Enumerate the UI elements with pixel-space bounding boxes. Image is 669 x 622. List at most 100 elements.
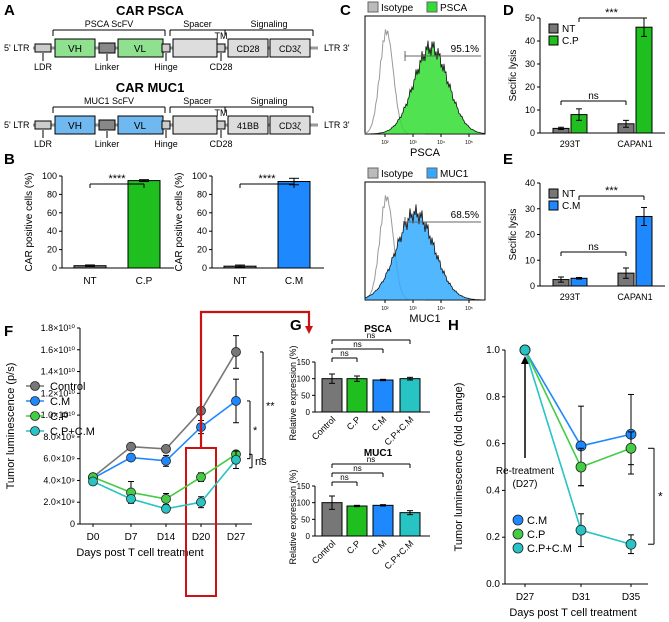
c-muc1-gate-percent: 68.5% (451, 210, 479, 221)
y-tick-label: 60 (197, 208, 207, 218)
h-ylabel: Tumor luminescence (fold change) (453, 383, 465, 552)
f-point-control (231, 347, 241, 357)
h-legend-label: C.M (527, 515, 547, 527)
h-point-cpcm (519, 344, 531, 356)
c-muc1-legend-iso: Isotype (381, 169, 414, 180)
car-psca-sig2-label: CD3ζ (279, 44, 301, 54)
c-psca-x-tick-label: 10³ (409, 140, 417, 146)
f-legend-marker (30, 396, 40, 406)
c-muc1-x-tick-label: 10³ (409, 306, 417, 312)
car-psca-signaling-label: Signaling (250, 19, 287, 29)
car-psca-tm: TM (215, 31, 228, 41)
f-y-tick-label: 1.8×10¹⁰ (41, 323, 76, 333)
f-y-tick-label: 2.0×10⁹ (43, 497, 75, 507)
g-muc1-x-tick-label: C.P+C.M (382, 538, 415, 571)
b1-x-tick-label: C.P (136, 276, 153, 287)
car-muc1-sig2-label: CD3ζ (279, 121, 301, 131)
car-psca-title: CAR PSCA (116, 3, 185, 18)
f-legend-label: Control (50, 381, 85, 393)
g-muc1-x-tick-label: Control (310, 538, 338, 566)
h-x-tick-label: D27 (516, 592, 535, 603)
car-muc1-title: CAR MUC1 (116, 80, 185, 95)
f-y-tick-label: 0 (70, 519, 75, 529)
y-tick-label: 10 (525, 105, 535, 115)
y-tick-label: 50 (301, 515, 310, 524)
y-tick-label: 40 (525, 36, 535, 46)
g-muc1-x-tick-label: C.P (345, 538, 363, 556)
f-xlabel: Days post T cell treatment (76, 547, 203, 559)
f-x-tick-label: D14 (157, 532, 176, 543)
h-legend-label: C.P (527, 529, 545, 541)
g-psca-x-tick-label: C.P+C.M (382, 414, 415, 447)
b1-sig-label: **** (108, 173, 126, 185)
y-tick-label: 20 (197, 245, 207, 255)
g-psca-x-tick-label: Control (310, 414, 338, 442)
car-muc1-tm: TM (215, 108, 228, 118)
car-psca-hinge-box (161, 43, 171, 53)
y-tick-label: 0 (52, 263, 57, 273)
f-y-tick-label: 1.2×10¹⁰ (41, 388, 76, 398)
panel-letter-f: F (4, 323, 13, 340)
panel-f: 0 2.0×10⁹ 4.0×10⁹ 6.0×10⁹ 8.0×10⁹ 1.0×10¹⁰ 1.2… (5, 323, 275, 597)
car-psca-linker-label: Linker (95, 62, 120, 72)
g-muc1-x-tick-label: C.M (370, 538, 389, 557)
b2-ylabel: CAR positive cells (%) (174, 173, 185, 272)
panel-c: 95.1% Isotype PSCA 10² 10³ 10⁴ 10⁵ PSCA 68.5% Iso… (364, 1, 486, 325)
f-legend-label: C.P+C.M (50, 426, 95, 438)
panel-b: 0 20 40 60 80 100 CAR positive cells (%) NT C.P *… (24, 171, 324, 287)
car-psca-vl-label: VL (134, 44, 147, 55)
car-muc1-spacer-box (172, 115, 218, 135)
y-tick-label: 100 (192, 171, 207, 181)
h-point-cpcm (625, 538, 637, 550)
h-legend-label: C.P+C.M (527, 543, 572, 555)
e-legend-swatch (548, 188, 559, 199)
d-x-tick-label: CAPAN1 (617, 139, 652, 149)
panel-letter-b: B (4, 151, 15, 168)
f-point-control (126, 441, 136, 452)
y-tick-label: 50 (525, 13, 535, 23)
c-psca-legend-pos-swatch (426, 1, 438, 13)
h-point-cp (625, 442, 637, 454)
f-point-cpcm (161, 503, 171, 514)
car-psca-ltr5: 5' LTR (4, 43, 30, 53)
f-point-cp (196, 472, 206, 483)
f-sig-cm-label: * (253, 425, 258, 437)
car-muc1-hinge-box (161, 120, 171, 130)
y-tick-label: 60 (47, 208, 57, 218)
d-x-tick-label: 293T (560, 139, 581, 149)
c-muc1-legend-iso-swatch (367, 167, 379, 179)
car-muc1-sig1-box (227, 115, 269, 135)
car-muc1-linker-box (98, 119, 116, 131)
f-legend-marker (30, 426, 40, 436)
f-point-cp (161, 494, 171, 504)
f-x-tick-label: D27 (227, 532, 246, 543)
h-retreatment-label: Re-treatment (496, 466, 555, 477)
car-psca-scfv-label: PSCA ScFV (85, 19, 134, 29)
e-sig-main-label: *** (605, 185, 619, 197)
car-psca-spacer-box (172, 38, 218, 58)
panel-letter-e: E (503, 151, 513, 168)
car-muc1-spacer-label: Spacer (183, 96, 212, 106)
g-psca-bar-cm (372, 379, 394, 413)
car-muc1-ltr3: LTR 3' (324, 120, 350, 130)
panel-letter-g: G (290, 317, 302, 334)
d-legend-swatch (548, 35, 559, 46)
y-tick-label: 10 (525, 255, 535, 265)
car-muc1-vl-label: VL (134, 121, 147, 132)
d-sig-main-label: *** (605, 7, 619, 19)
y-tick-label: 30 (525, 204, 535, 214)
f-y-tick-label: 1.6×10¹⁰ (41, 345, 76, 355)
e-ylabel: Secific lysis (508, 209, 519, 261)
h-retreatment-day: (D27) (512, 479, 537, 490)
g-psca-sig-3-label: ns (367, 331, 375, 340)
f-legend-label: C.M (50, 396, 70, 408)
g-psca-x-tick-label: C.M (370, 414, 389, 433)
f-sig-ns-label: ns (255, 456, 267, 468)
car-psca-hinge-label: Hinge (154, 62, 178, 72)
car-psca-sig1-label: CD28 (236, 44, 259, 54)
y-tick-label: 150 (297, 358, 311, 367)
g-muc1-sig-3-label: ns (367, 455, 375, 464)
car-psca-ldr-box (34, 43, 52, 53)
car-muc1-sig2-box (269, 115, 311, 135)
car-muc1-ltr5: 5' LTR (4, 120, 30, 130)
